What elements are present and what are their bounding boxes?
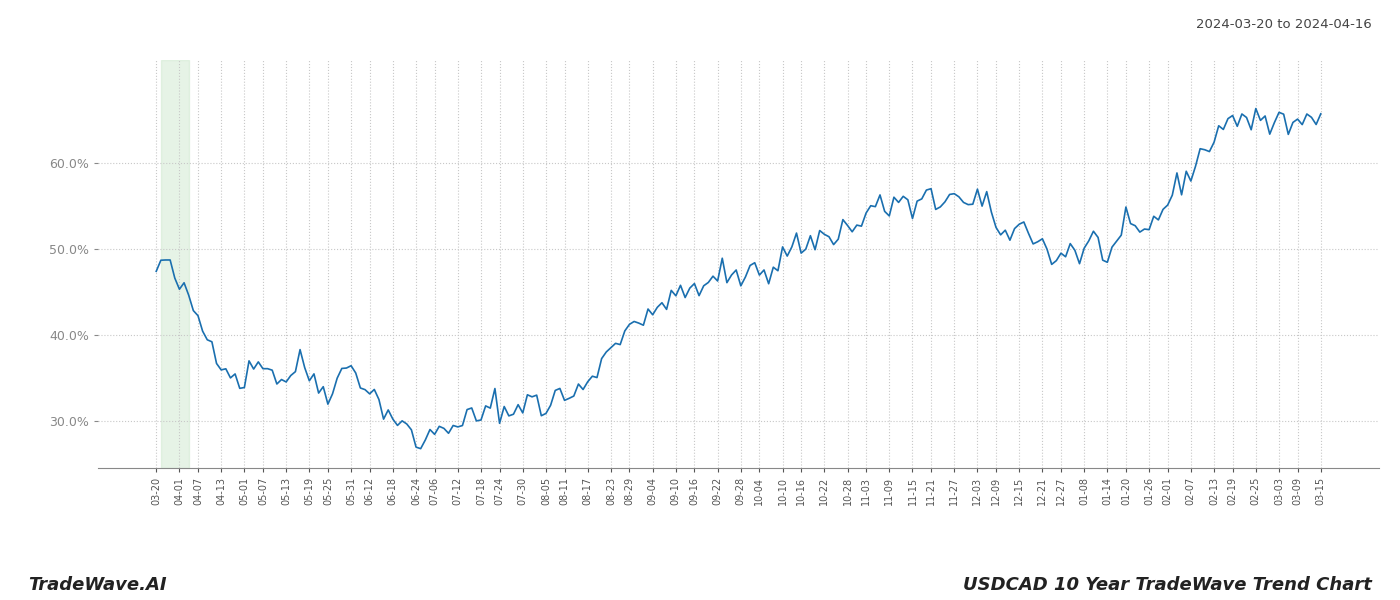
Text: TradeWave.AI: TradeWave.AI — [28, 576, 167, 594]
Text: 2024-03-20 to 2024-04-16: 2024-03-20 to 2024-04-16 — [1196, 18, 1372, 31]
Bar — [161, 60, 189, 468]
Text: USDCAD 10 Year TradeWave Trend Chart: USDCAD 10 Year TradeWave Trend Chart — [963, 576, 1372, 594]
